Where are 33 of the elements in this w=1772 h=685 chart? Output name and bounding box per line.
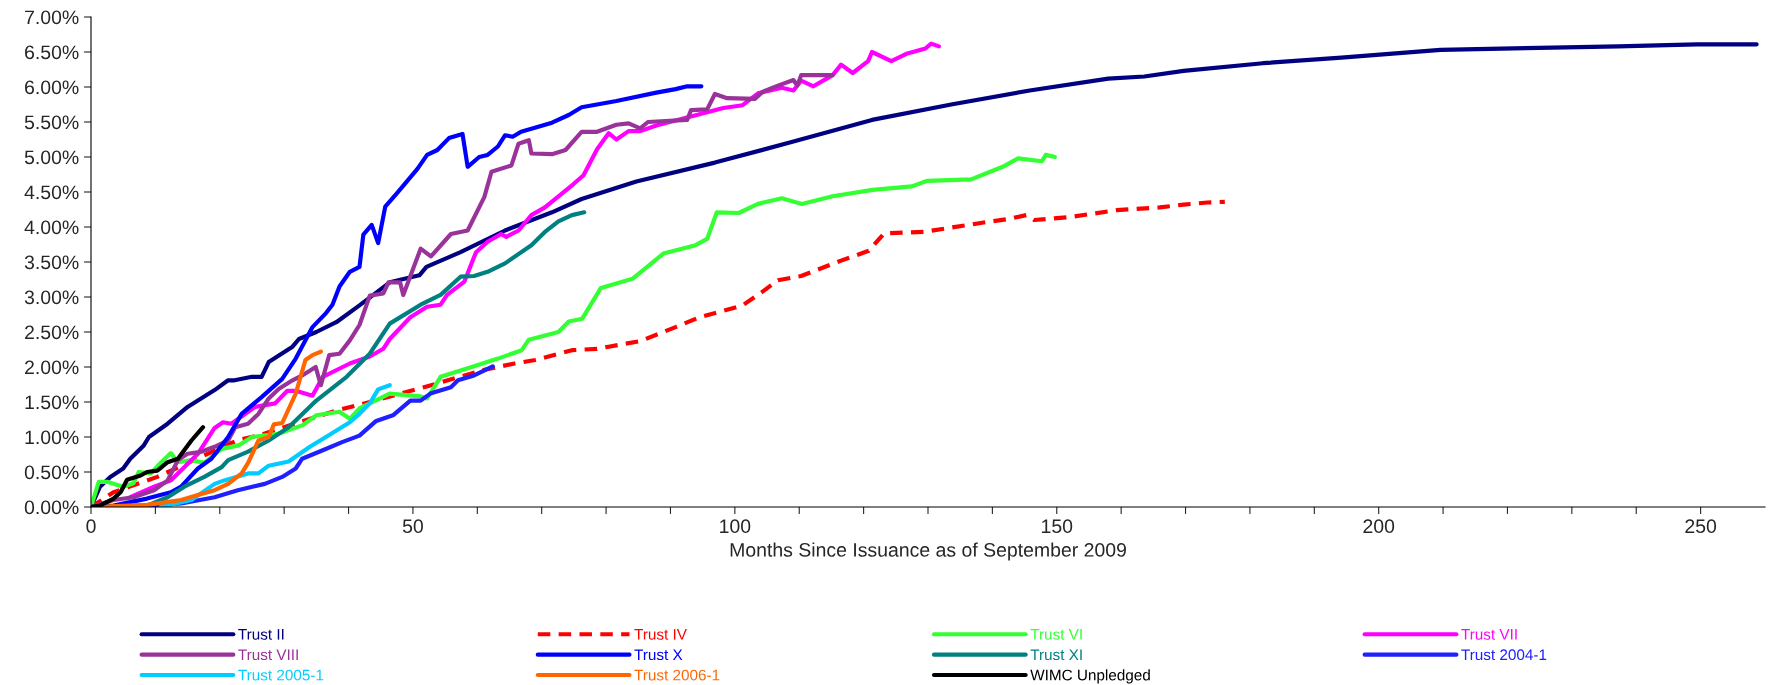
- y-tick-label: 5.50%: [24, 115, 79, 130]
- text: Trust IV: [634, 629, 687, 640]
- y-tick-label: 3.50%: [24, 255, 79, 270]
- text: Trust 2005-1: [238, 669, 324, 681]
- x-tick-label: 150: [1042, 519, 1073, 534]
- text: Trust 2006-1: [634, 669, 720, 681]
- y-tick-label: 1.50%: [25, 395, 79, 410]
- text: Trust VIII: [238, 649, 298, 661]
- text: Trust XI: [1030, 649, 1082, 661]
- y-tick-label: 0.50%: [24, 465, 79, 480]
- x-tick-label: 50: [402, 519, 423, 534]
- x-tick-label: 0: [86, 519, 96, 534]
- x-tick-label: 250: [1685, 519, 1717, 534]
- x-tick-label: 100: [720, 519, 751, 534]
- y-tick-label: 5.00%: [24, 150, 79, 165]
- y-tick-label: 2.00%: [25, 360, 79, 375]
- y-tick-label: 0.00%: [24, 500, 79, 515]
- text: Trust X: [634, 649, 683, 661]
- x-axis-title: Months Since Issuance as of September 2009: [730, 542, 1126, 561]
- y-tick-label: 6.00%: [25, 80, 79, 95]
- text: Trust VII: [1461, 629, 1517, 640]
- y-tick-label: 4.50%: [24, 185, 79, 200]
- y-tick-label: 3.00%: [24, 290, 79, 305]
- text: WIMC Unpledged: [1030, 669, 1150, 684]
- y-tick-label: 4.00%: [24, 220, 79, 235]
- text: Trust II: [238, 629, 284, 640]
- x-tick-label: 200: [1363, 519, 1395, 534]
- text: Trust 2004-1: [1461, 649, 1547, 661]
- y-tick-label: 6.50%: [25, 45, 79, 60]
- y-tick-label: 7.00%: [25, 10, 79, 25]
- y-tick-label: 1.00%: [25, 430, 79, 445]
- text: Trust VI: [1030, 629, 1082, 640]
- y-tick-label: 2.50%: [25, 325, 79, 340]
